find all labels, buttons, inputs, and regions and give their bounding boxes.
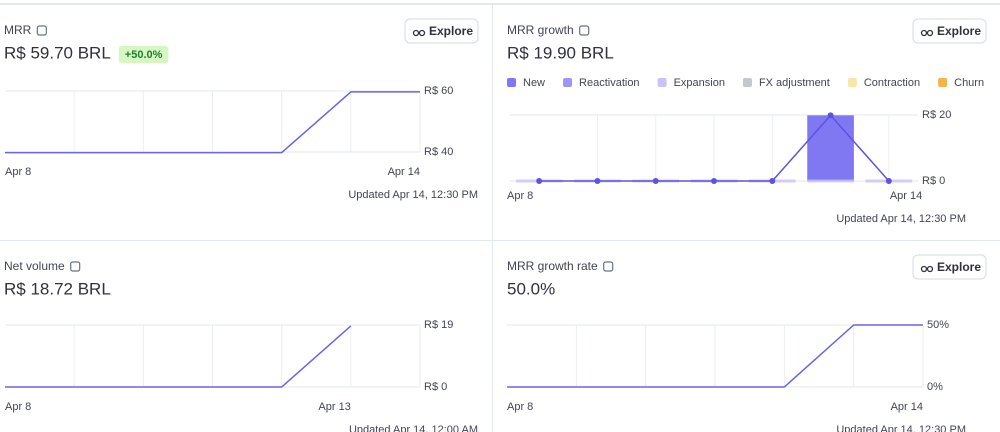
x-tick-label: Apr 8 [5,401,31,413]
line-point [536,178,543,184]
x-tick-label: Apr 14 [388,166,420,178]
top-border [0,3,1000,5]
legend-swatch [742,78,752,87]
legend-label: Churn [954,77,984,89]
binoculars-icon [412,29,420,37]
x-tick-label: Apr 8 [507,190,533,202]
row-divider [0,240,1000,241]
legend-swatch [657,78,667,87]
line [5,325,352,388]
explore-label[interactable]: Explore [937,24,981,38]
explore-button[interactable] [912,18,987,44]
line [5,91,420,154]
legend-label: FX adjustment [759,77,830,89]
explore-label[interactable]: Explore [429,24,473,38]
y-tick-label: 50% [927,319,949,331]
x-tick-label: Apr 14 [891,401,923,413]
y-tick-label: R$ 60 [424,85,453,97]
legend-swatch [563,78,573,87]
y-tick-label: R$ 20 [922,109,951,121]
y-tick-label: 0% [927,381,943,393]
info-icon [603,261,614,272]
info-icon [36,25,47,36]
x-tick-label: Apr 13 [318,401,350,413]
legend-label: New [523,77,545,89]
panel-title: MRR growth rate [507,259,598,273]
updated-note: Updated Apr 14, 12:30 PM [348,189,478,201]
info-icon [70,261,81,272]
info-icon [579,25,590,36]
y-tick-label: R$ 40 [424,146,453,158]
line-point [594,178,601,184]
x-tick-label: Apr 8 [5,166,31,178]
line-point [652,178,659,184]
x-tick-label: Apr 14 [890,190,922,202]
panel-title: MRR growth [507,23,574,37]
legend-label: Contraction [864,77,920,89]
legend-label: Reactivation [579,77,640,89]
binoculars-icon [418,29,426,37]
bar-segment [807,115,854,181]
headline-value: R$ 19.90 BRL [507,43,614,62]
updated-note: Updated Apr 14, 12:00 AM [349,424,478,432]
legend-label: Expansion [674,77,725,89]
updated-note: Updated Apr 14, 12:30 PM [836,213,966,225]
explore-label[interactable]: Explore [937,260,981,274]
binoculars-icon [920,265,928,273]
panel-title: MRR [4,23,32,37]
binoculars-icon [926,265,934,273]
explore-button[interactable] [404,18,479,44]
line [507,324,923,388]
badge-text: +50.0% [125,49,163,61]
binoculars-icon [926,29,934,37]
legend-swatch [847,78,857,87]
x-tick-label: Apr 8 [507,401,533,413]
headline-value: 50.0% [507,279,555,298]
y-tick-label: R$ 0 [922,175,945,187]
badge [118,46,169,63]
explore-button[interactable] [912,254,987,280]
bar-baseline [807,179,854,183]
y-tick-label: R$ 0 [424,381,447,393]
legend-swatch [507,78,516,87]
headline-value: R$ 59.70 BRL [4,43,111,62]
line-point [827,112,834,119]
updated-note: Updated Apr 14, 12:30 PM [836,424,966,432]
binoculars-icon [920,29,928,37]
y-tick-label: R$ 19 [424,319,453,331]
line-point [885,178,892,184]
column-divider [492,5,493,432]
panel-title: Net volume [4,259,65,273]
line-point [769,178,776,184]
line-point [711,178,717,184]
headline-value: R$ 18.72 BRL [4,279,111,298]
legend-swatch [938,78,948,87]
